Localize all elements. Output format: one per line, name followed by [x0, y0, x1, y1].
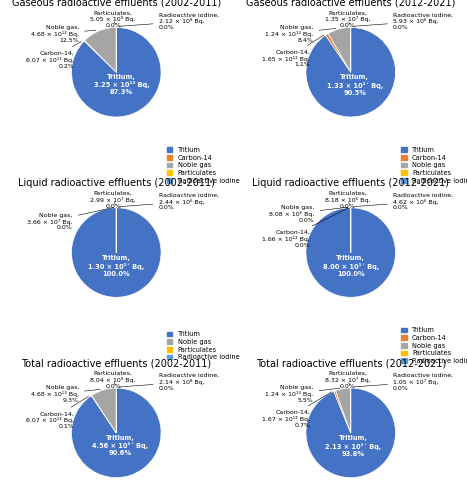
Wedge shape: [92, 396, 116, 433]
Text: Tritium,
1.30 × 10¹´ Bq,
100.0%: Tritium, 1.30 × 10¹´ Bq, 100.0%: [88, 256, 144, 276]
Wedge shape: [306, 28, 396, 117]
Wedge shape: [85, 28, 116, 72]
Text: Radioactive iodine,
2.12 × 10⁸ Bq,
0.0%: Radioactive iodine, 2.12 × 10⁸ Bq, 0.0%: [119, 12, 219, 30]
Text: Noble gas,
3.66 × 10⁷ Bq,
0.0%: Noble gas, 3.66 × 10⁷ Bq, 0.0%: [27, 208, 113, 231]
Text: Particulates,
2.99 × 10⁷ Bq,
0.0%: Particulates, 2.99 × 10⁷ Bq, 0.0%: [90, 190, 136, 208]
Title: Total radioactive effluents (2002-2011): Total radioactive effluents (2002-2011): [21, 358, 212, 368]
Wedge shape: [306, 388, 396, 478]
Legend: Tritium, Noble gas, Particulates, Radioactive iodine: Tritium, Noble gas, Particulates, Radioa…: [167, 332, 239, 360]
Text: Radioactive iodine,
1.05 × 10⁷ Bq,
0.0%: Radioactive iodine, 1.05 × 10⁷ Bq, 0.0%: [354, 373, 453, 390]
Text: Noble gas,
1.24 × 10¹³ Bq,
5.5%: Noble gas, 1.24 × 10¹³ Bq, 5.5%: [265, 386, 340, 403]
Text: Noble gas,
4.68 × 10¹² Bq,
12.5%: Noble gas, 4.68 × 10¹² Bq, 12.5%: [31, 24, 96, 42]
Text: Tritium,
2.13 × 10¹´ Bq,
93.8%: Tritium, 2.13 × 10¹´ Bq, 93.8%: [325, 436, 382, 456]
Text: Carbon-14,
6.07 × 10¹² Bq,
0.1%: Carbon-14, 6.07 × 10¹² Bq, 0.1%: [26, 396, 89, 430]
Text: Particulates,
8.04 × 10⁹ Bq,
0.0%: Particulates, 8.04 × 10⁹ Bq, 0.0%: [91, 371, 136, 389]
Wedge shape: [71, 28, 161, 117]
Text: Particulates,
1.35 × 10⁷ Bq,
0.0%: Particulates, 1.35 × 10⁷ Bq, 0.0%: [325, 10, 370, 28]
Text: Radioactive iodine,
2.14 × 10⁸ Bq,
0.0%: Radioactive iodine, 2.14 × 10⁸ Bq, 0.0%: [119, 373, 219, 390]
Text: Tritium,
1.33 × 10¹´ Bq,
90.5%: Tritium, 1.33 × 10¹´ Bq, 90.5%: [326, 74, 383, 96]
Legend: Tritium, Carbon-14, Noble gas, Particulates, Radioactive iodine: Tritium, Carbon-14, Noble gas, Particula…: [401, 147, 467, 184]
Text: Noble gas,
8.08 × 10⁶ Bq,
0.0%: Noble gas, 8.08 × 10⁶ Bq, 0.0%: [269, 205, 348, 223]
Title: Liquid radioactive effluents (2012-2021): Liquid radioactive effluents (2012-2021): [252, 178, 449, 188]
Text: Particulates,
8.32 × 10⁷ Bq,
0.0%: Particulates, 8.32 × 10⁷ Bq, 0.0%: [325, 371, 370, 389]
Wedge shape: [306, 208, 396, 298]
Wedge shape: [334, 390, 351, 433]
Wedge shape: [84, 40, 116, 72]
Text: Radioactive iodine,
5.93 × 10⁶ Bq,
0.0%: Radioactive iodine, 5.93 × 10⁶ Bq, 0.0%: [354, 12, 453, 30]
Wedge shape: [92, 388, 116, 433]
Text: Carbon-14,
6.07 × 10¹¹ Bq,
0.2%: Carbon-14, 6.07 × 10¹¹ Bq, 0.2%: [26, 42, 81, 68]
Title: Total radioactive effluents (2012-2021): Total radioactive effluents (2012-2021): [255, 358, 446, 368]
Title: Gaseous radioactive effluents (2012-2021): Gaseous radioactive effluents (2012-2021…: [246, 0, 455, 8]
Text: Carbon-14,
1.65 × 10¹² Bq,
1.1%: Carbon-14, 1.65 × 10¹² Bq, 1.1%: [262, 35, 324, 68]
Legend: Tritium, Carbon-14, Noble gas, Particulates, Radioactive iodine: Tritium, Carbon-14, Noble gas, Particula…: [401, 328, 467, 364]
Text: Carbon-14,
1.66 × 10¹² Bq,
0.0%: Carbon-14, 1.66 × 10¹² Bq, 0.0%: [262, 208, 348, 248]
Text: Radioactive iodine,
2.44 × 10⁶ Bq,
0.0%: Radioactive iodine, 2.44 × 10⁶ Bq, 0.0%: [119, 192, 219, 210]
Wedge shape: [71, 388, 161, 478]
Wedge shape: [325, 34, 351, 72]
Wedge shape: [328, 28, 351, 72]
Legend: Tritium, Carbon-14, Noble gas, Particulates, Radioactive iodine: Tritium, Carbon-14, Noble gas, Particula…: [167, 147, 239, 184]
Title: Liquid radioactive effluents (2002-2011): Liquid radioactive effluents (2002-2011): [18, 178, 215, 188]
Text: Tritium,
8.00 × 10¹´ Bq,
100.0%: Tritium, 8.00 × 10¹´ Bq, 100.0%: [323, 256, 379, 276]
Wedge shape: [71, 208, 161, 298]
Text: Tritium,
4.56 × 10¹´ Bq,
90.6%: Tritium, 4.56 × 10¹´ Bq, 90.6%: [92, 435, 148, 456]
Text: Radioactive iodine,
4.62 × 10⁶ Bq,
0.0%: Radioactive iodine, 4.62 × 10⁶ Bq, 0.0%: [354, 192, 453, 210]
Title: Gaseous radioactive effluents (2002-2011): Gaseous radioactive effluents (2002-2011…: [12, 0, 221, 8]
Text: Tritium,
3.25 × 10¹³ Bq,
87.3%: Tritium, 3.25 × 10¹³ Bq, 87.3%: [94, 74, 149, 95]
Text: Noble gas,
4.68 × 10¹³ Bq,
9.3%: Noble gas, 4.68 × 10¹³ Bq, 9.3%: [31, 386, 100, 403]
Text: Noble gas,
1.24 × 10¹³ Bq,
8.4%: Noble gas, 1.24 × 10¹³ Bq, 8.4%: [265, 24, 336, 42]
Text: Particulates,
5.05 × 10⁹ Bq,
0.0%: Particulates, 5.05 × 10⁹ Bq, 0.0%: [91, 10, 136, 28]
Text: Particulates,
8.18 × 10⁶ Bq,
0.0%: Particulates, 8.18 × 10⁶ Bq, 0.0%: [325, 190, 370, 208]
Text: Carbon-14,
1.67 × 10¹² Bq,
0.7%: Carbon-14, 1.67 × 10¹² Bq, 0.7%: [262, 392, 332, 428]
Wedge shape: [335, 388, 351, 433]
